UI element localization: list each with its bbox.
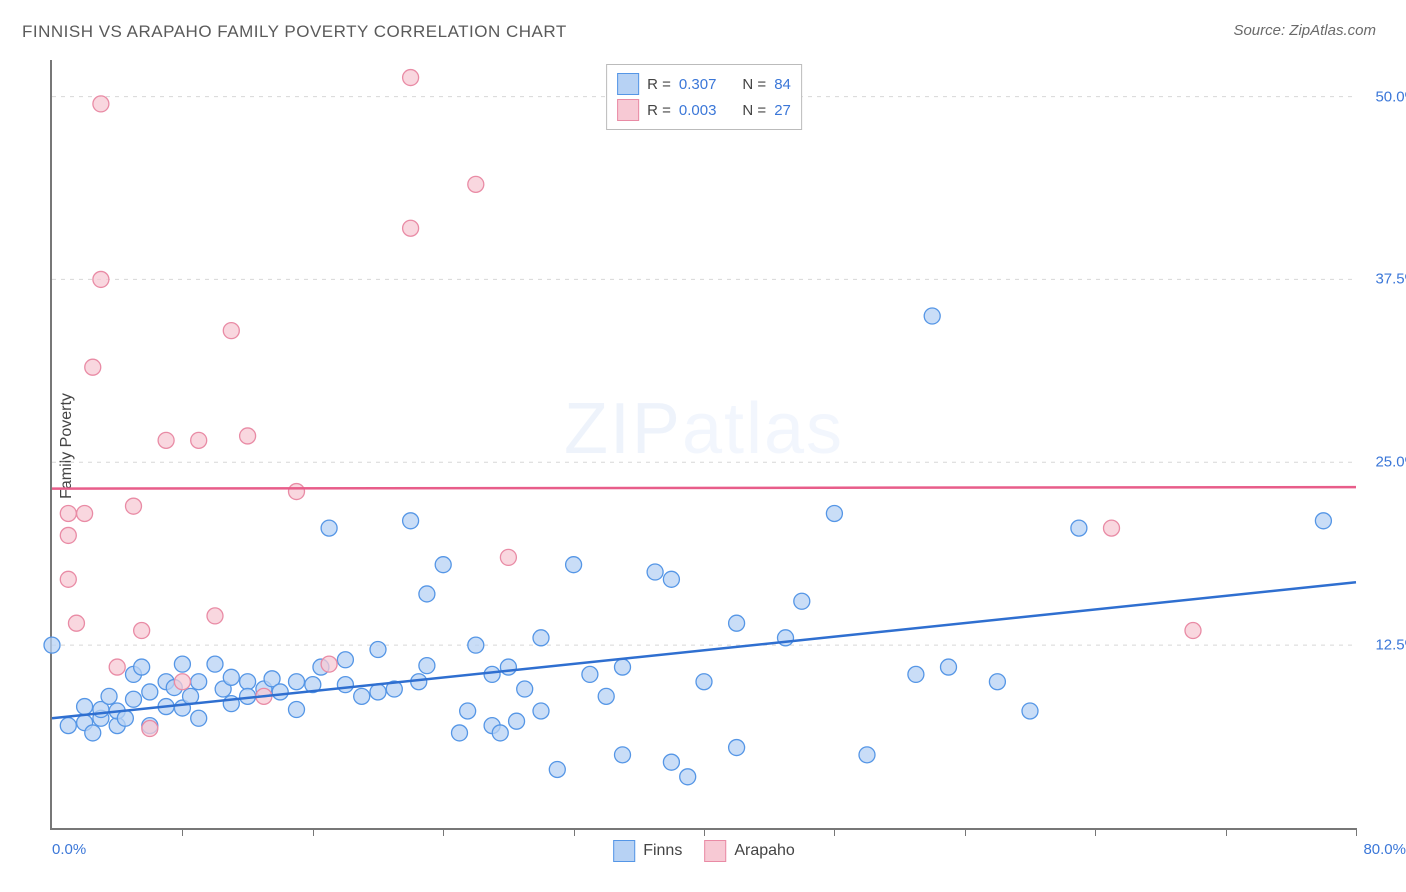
trend-line — [52, 487, 1356, 488]
x-tick — [965, 828, 966, 836]
legend-swatch-arapaho — [704, 840, 726, 862]
x-tick — [1226, 828, 1227, 836]
legend-swatch-finns — [617, 73, 639, 95]
r-label: R = — [647, 76, 671, 93]
n-value-arapaho: 27 — [774, 102, 791, 119]
legend-stats-box: R = 0.307 N = 84 R = 0.003 N = 27 — [606, 64, 802, 130]
x-tick — [574, 828, 575, 836]
chart-container: FINNISH VS ARAPAHO FAMILY POVERTY CORREL… — [0, 0, 1406, 892]
legend-item-arapaho: Arapaho — [704, 840, 795, 862]
x-axis-start-label: 0.0% — [52, 841, 86, 858]
x-tick — [1095, 828, 1096, 836]
n-value-finns: 84 — [774, 76, 791, 93]
x-tick — [443, 828, 444, 836]
x-tick — [704, 828, 705, 836]
x-tick — [182, 828, 183, 836]
legend-swatch-arapaho — [617, 99, 639, 121]
y-tick-label: 12.5% — [1363, 637, 1406, 654]
x-tick — [1356, 828, 1357, 836]
x-tick — [313, 828, 314, 836]
legend-swatch-finns — [613, 840, 635, 862]
legend-label-finns: Finns — [643, 842, 682, 860]
chart-title: FINNISH VS ARAPAHO FAMILY POVERTY CORREL… — [22, 22, 567, 42]
legend-series-box: Finns Arapaho — [613, 840, 795, 862]
x-axis-end-label: 80.0% — [1363, 841, 1406, 858]
trend-line — [52, 582, 1356, 718]
y-tick-label: 50.0% — [1363, 88, 1406, 105]
r-value-arapaho: 0.003 — [679, 102, 717, 119]
y-tick-label: 37.5% — [1363, 271, 1406, 288]
n-label: N = — [742, 76, 766, 93]
plot-area: ZIPatlas R = 0.307 N = 84 R = 0.003 N = … — [50, 60, 1356, 830]
r-value-finns: 0.307 — [679, 76, 717, 93]
legend-item-finns: Finns — [613, 840, 682, 862]
legend-stats-row: R = 0.307 N = 84 — [617, 71, 791, 97]
source-label: Source: ZipAtlas.com — [1233, 22, 1376, 39]
n-label: N = — [742, 102, 766, 119]
y-tick-label: 25.0% — [1363, 454, 1406, 471]
r-label: R = — [647, 102, 671, 119]
trend-layer — [52, 60, 1356, 828]
x-tick — [834, 828, 835, 836]
legend-label-arapaho: Arapaho — [734, 842, 795, 860]
legend-stats-row: R = 0.003 N = 27 — [617, 97, 791, 123]
